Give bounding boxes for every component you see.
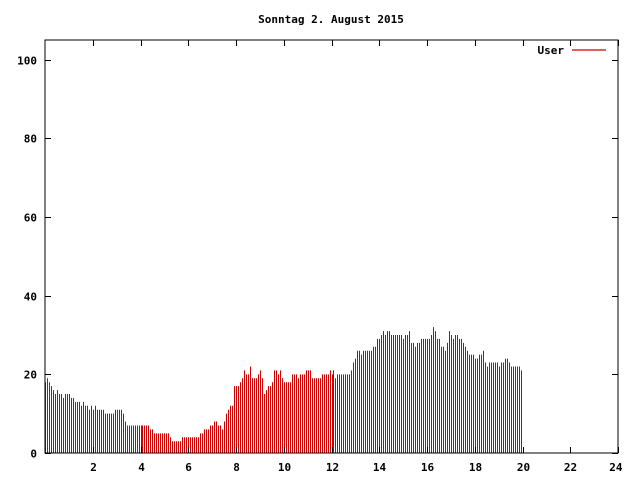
y-tick-label: 40 xyxy=(24,291,37,304)
y-tick-label: 20 xyxy=(24,369,37,382)
y-tick-label: 0 xyxy=(30,448,37,461)
legend-label-user: User xyxy=(538,44,565,57)
x-tick-label: 4 xyxy=(138,461,145,474)
x-tick-label: 16 xyxy=(421,461,435,474)
chart-title: Sonntag 2. August 2015 xyxy=(258,13,404,26)
bar-series-user xyxy=(45,327,522,453)
x-tick-label: 10 xyxy=(278,461,291,474)
x-tick-label: 14 xyxy=(373,461,387,474)
x-tick-label: 2 xyxy=(90,461,97,474)
x-tick-label: 24 xyxy=(609,461,623,474)
x-tick-label: 6 xyxy=(185,461,192,474)
x-tick-label: 8 xyxy=(233,461,240,474)
x-tick-label: 22 xyxy=(564,461,577,474)
x-tick-label: 18 xyxy=(469,461,482,474)
plot-frame xyxy=(44,39,619,454)
x-tick-label: 12 xyxy=(326,461,339,474)
y-tick-label: 60 xyxy=(24,212,37,225)
legend: User xyxy=(538,44,606,57)
y-tick-label: 100 xyxy=(17,55,37,68)
x-tick-label: 20 xyxy=(517,461,530,474)
y-tick-label: 80 xyxy=(24,133,37,146)
